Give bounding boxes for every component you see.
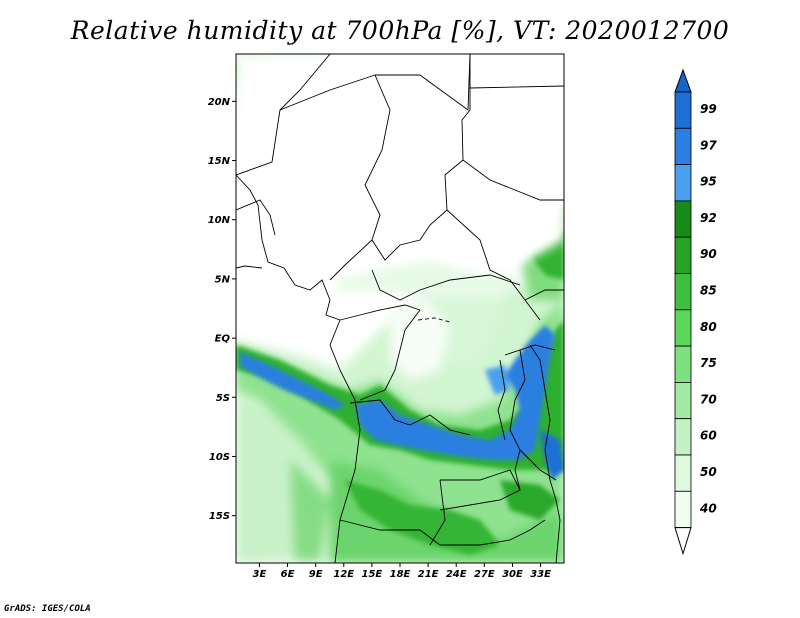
colorbar-label: 80 (700, 320, 717, 334)
lon-tick-label: 21E (418, 569, 439, 580)
colorbar-label: 60 (700, 429, 717, 443)
lon-tick-label: 9E (309, 569, 323, 580)
latitude-ticks: 20N 15N 10N 5N EQ 5S 10S 15S (208, 97, 236, 522)
map-title: Relative humidity at 700hPa [%], VT: 202… (70, 16, 730, 45)
lat-tick-label: 20N (208, 97, 231, 108)
colorbar-label: 95 (700, 175, 717, 189)
humidity-saturated-layer (240, 325, 564, 480)
lon-tick-label: 24E (446, 569, 467, 580)
lon-tick-label: 12E (333, 569, 354, 580)
colorbar-segment (674, 418, 692, 456)
lat-tick-label: 5S (216, 393, 230, 404)
colorbar-top-arrow (674, 68, 692, 93)
lat-tick-label: 15S (209, 511, 230, 522)
colorbar-segment (674, 309, 692, 347)
colorbar-label: 99 (700, 102, 717, 116)
colorbar: 99 97 95 92 90 85 80 75 70 60 50 40 (674, 68, 717, 556)
lon-tick-label: 18E (390, 569, 411, 580)
colorbar-segment (674, 127, 692, 166)
colorbar-segment (674, 490, 692, 528)
dry-region (236, 54, 564, 285)
lon-tick-label: 27E (474, 569, 495, 580)
lat-tick-label: 5N (215, 274, 231, 285)
colorbar-label: 97 (700, 138, 717, 152)
lat-tick-label: EQ (215, 334, 231, 345)
lat-tick-label: 10S (209, 452, 230, 463)
colorbar-bottom-arrow (674, 527, 692, 556)
dry-patch-center (390, 300, 450, 380)
colorbar-segment (674, 200, 692, 238)
colorbar-label: 92 (700, 211, 717, 225)
colorbar-label: 40 (699, 501, 717, 515)
humidity-field (236, 54, 564, 563)
lon-tick-label: 15E (362, 569, 383, 580)
longitude-ticks: 3E 6E 9E 12E 15E 18E 21E 24E 27E 30E 33E (253, 563, 551, 580)
colorbar-segment (674, 273, 692, 311)
colorbar-segment (674, 381, 692, 420)
colorbar-label: 70 (700, 392, 717, 406)
lon-tick-label: 6E (281, 569, 295, 580)
lon-tick-label: 33E (530, 569, 551, 580)
colorbar-segment (674, 91, 692, 129)
colorbar-label: 75 (700, 356, 717, 370)
colorbar-segment (674, 454, 692, 492)
footer-credit: GrADS: IGES/COLA (4, 604, 91, 614)
colorbar-segment (674, 236, 692, 274)
lat-tick-label: 10N (208, 215, 231, 226)
colorbar-label: 85 (700, 284, 717, 298)
colorbar-label: 50 (700, 465, 717, 479)
lon-tick-label: 30E (502, 569, 523, 580)
colorbar-label: 90 (700, 247, 717, 261)
lat-tick-label: 15N (208, 156, 231, 167)
colorbar-segment (674, 164, 692, 202)
country-borders (236, 54, 564, 563)
colorbar-segment (674, 345, 692, 383)
lon-tick-label: 3E (253, 569, 267, 580)
